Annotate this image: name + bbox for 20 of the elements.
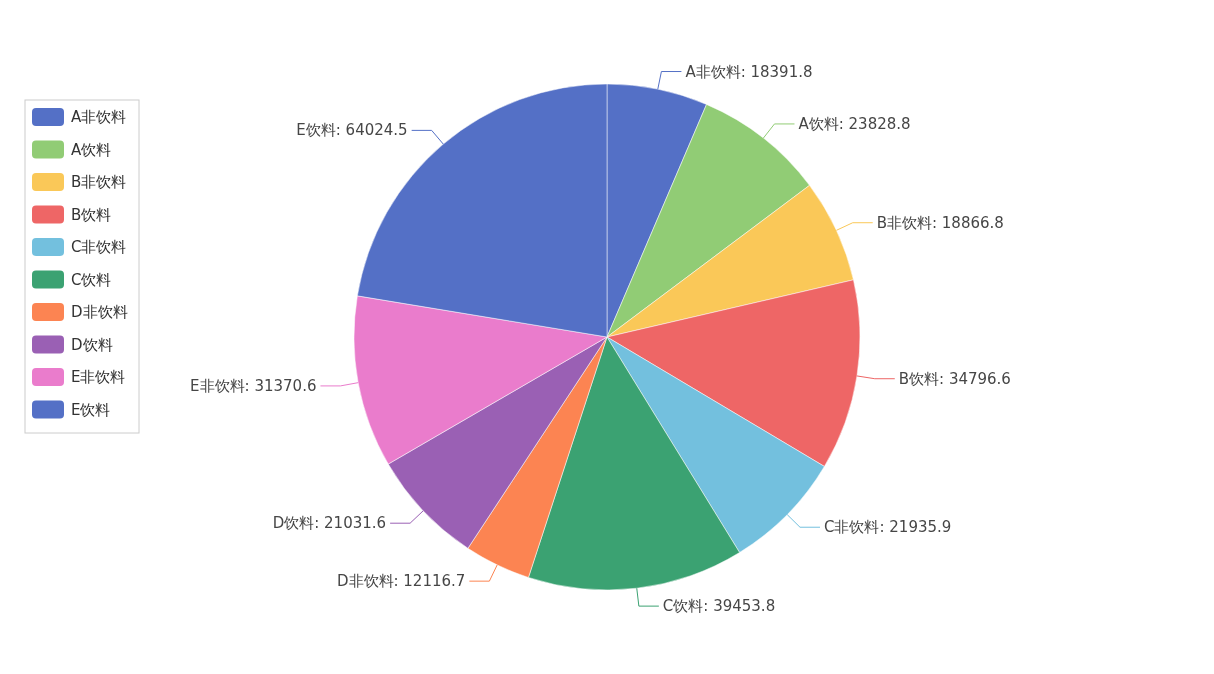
data-label: D非饮料: 12116.7 — [336, 572, 466, 591]
data-label: A饮料: 23828.8 — [798, 114, 911, 133]
legend-label: E非饮料 — [71, 368, 126, 386]
legend-label: B饮料 — [71, 205, 112, 224]
data-label: B饮料: 34796.6 — [898, 369, 1011, 388]
legend-label: C非饮料 — [71, 238, 127, 256]
legend-label: E饮料 — [71, 400, 111, 419]
data-label: C非饮料: 21935.9 — [824, 518, 952, 537]
data-label: E饮料: 64024.5 — [296, 121, 408, 140]
legend-label: D饮料 — [71, 335, 113, 354]
data-label: D饮料: 21031.6 — [272, 514, 387, 533]
legend-label: A非饮料 — [71, 108, 127, 126]
data-label: B非饮料: 18866.8 — [876, 213, 1004, 232]
legend-label: D非饮料 — [71, 303, 128, 321]
legend-label: B非饮料 — [71, 173, 127, 191]
data-label: A非饮料: 18391.8 — [685, 62, 813, 81]
legend-label: A饮料 — [71, 140, 112, 159]
data-label: E非饮料: 31370.6 — [190, 376, 317, 395]
legend-label: C饮料 — [71, 270, 112, 289]
data-label: C饮料: 39453.8 — [662, 597, 776, 616]
